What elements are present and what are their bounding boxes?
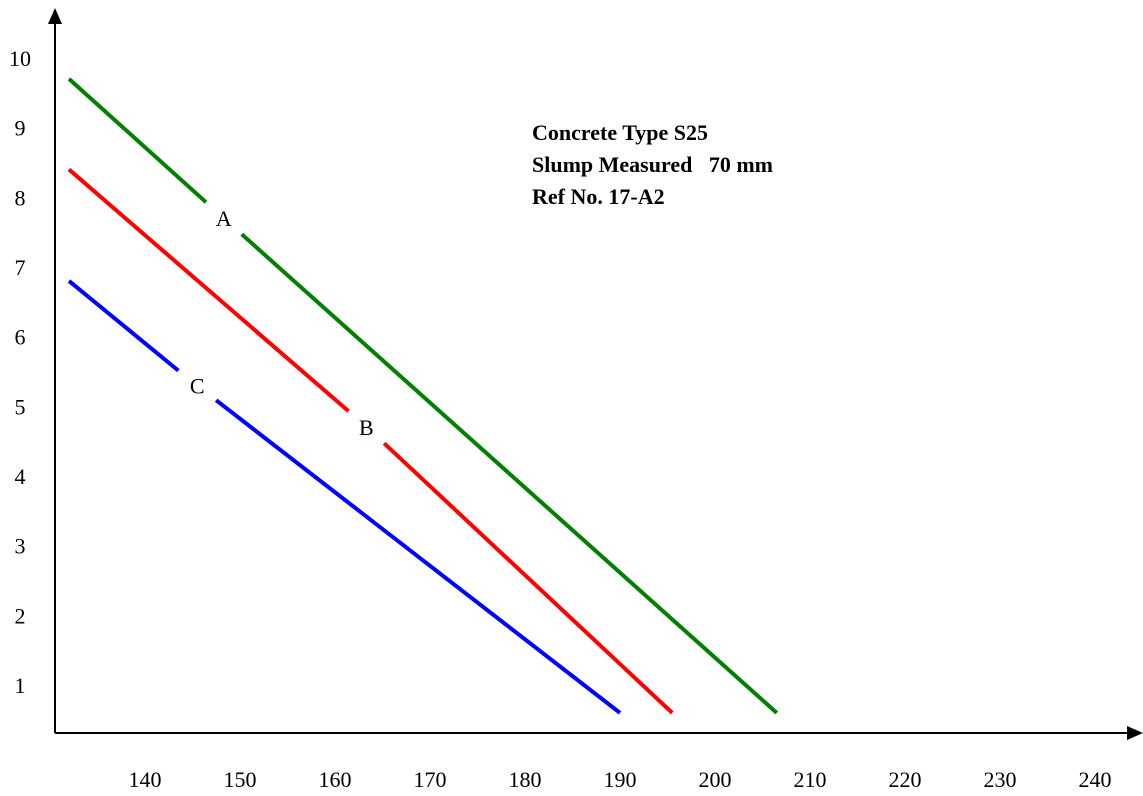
x-tick-label: 140	[129, 767, 162, 792]
x-tick-label: 220	[889, 767, 922, 792]
y-tick-label: 3	[15, 534, 26, 559]
x-axis	[55, 726, 1143, 740]
series-label-c: C	[190, 373, 205, 398]
series-label-b: B	[359, 415, 374, 440]
y-tick-label: 2	[15, 603, 26, 628]
annotation-concrete-type: Concrete Type S25	[532, 120, 708, 145]
annotation-block: Concrete Type S25 Slump Measured 70 mm R…	[532, 120, 773, 209]
series-line-b-start	[67, 167, 350, 413]
y-tick-label: 8	[15, 185, 26, 210]
series-line-a-start	[67, 77, 208, 204]
annotation-slump: Slump Measured 70 mm	[532, 152, 773, 177]
y-axis	[48, 8, 62, 733]
series-line-c-end	[214, 398, 622, 715]
y-tick-label: 10	[9, 46, 31, 71]
x-tick-labels: 140150160170180190200210220230240250	[129, 767, 1112, 792]
y-tick-label: 4	[15, 464, 26, 489]
y-tick-label: 5	[15, 394, 26, 419]
y-tick-label: 7	[15, 255, 26, 280]
x-tick-label: 240	[1079, 767, 1112, 792]
series-label-a: A	[216, 206, 232, 231]
x-tick-label: 230	[984, 767, 1017, 792]
series-line-a-end	[240, 232, 779, 715]
y-tick-label: 9	[15, 116, 26, 141]
series-labels: A B C	[190, 206, 374, 440]
x-tick-label: 180	[509, 767, 542, 792]
annotation-ref-no: Ref No. 17-A2	[532, 184, 665, 209]
x-tick-label: 170	[414, 767, 447, 792]
y-axis-arrowhead	[48, 8, 62, 24]
x-axis-arrowhead	[1127, 726, 1143, 740]
y-tick-labels: 1 2 3 4 5 6 7 8 9 10	[9, 46, 31, 698]
series-line-b-end	[382, 441, 674, 715]
y-tick-label: 1	[15, 673, 26, 698]
x-tick-label: 210	[794, 767, 827, 792]
y-tick-label: 6	[15, 325, 26, 350]
x-tick-label: 200	[699, 767, 732, 792]
series-line-c-start	[67, 279, 180, 373]
x-tick-label: 150	[224, 767, 257, 792]
series-lines	[67, 77, 779, 715]
x-tick-label: 190	[604, 767, 637, 792]
x-tick-label: 160	[319, 767, 352, 792]
